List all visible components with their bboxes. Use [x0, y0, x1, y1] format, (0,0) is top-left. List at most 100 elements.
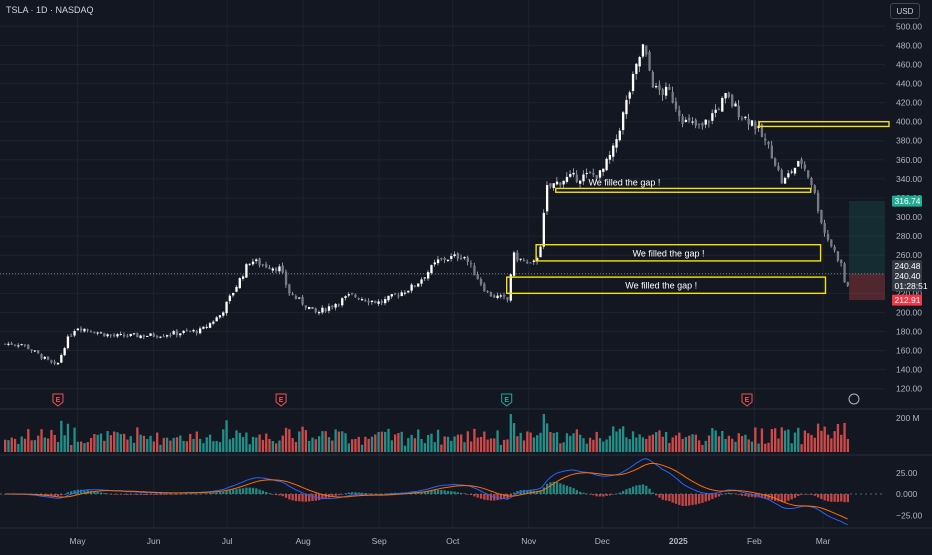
macd-hist-bar — [261, 490, 265, 494]
macd-hist-bar — [317, 494, 321, 501]
volume-bar — [159, 444, 162, 452]
candle-body — [357, 298, 360, 300]
macd-hist-bar — [301, 494, 304, 502]
currency-button[interactable]: USD — [890, 3, 920, 19]
volume-bar — [334, 429, 337, 452]
candle-body — [443, 257, 446, 261]
candle-body — [109, 334, 113, 336]
macd-hist-bar — [783, 494, 787, 502]
volume-bar — [684, 437, 688, 452]
macd-hist-bar — [377, 493, 380, 495]
volume-bar — [73, 427, 76, 452]
price-badge: 240.48 — [895, 261, 921, 271]
volume-bar — [390, 440, 393, 452]
macd-hist-bar — [440, 489, 443, 494]
candle-body — [430, 265, 433, 274]
volume-bar — [545, 423, 549, 452]
macd-hist-bar — [747, 494, 750, 497]
macd-hist-bar — [274, 494, 278, 496]
candle-body — [152, 333, 156, 337]
candle-body — [823, 223, 826, 233]
candle-body — [469, 263, 473, 265]
volume-bar — [823, 426, 826, 452]
price-tick: 420.00 — [896, 98, 922, 108]
volume-bar — [63, 435, 66, 452]
macd-hist-bar — [288, 494, 291, 500]
candle-body — [427, 272, 430, 279]
volume-bar — [793, 432, 797, 452]
candle-body — [836, 251, 840, 261]
candle-body — [595, 175, 598, 179]
volume-bar — [360, 444, 364, 452]
candle-body — [731, 94, 734, 107]
macd-hist-bar — [539, 490, 542, 494]
gap-box — [505, 276, 827, 295]
macd-hist-bar — [367, 493, 370, 495]
candle-body — [440, 258, 443, 260]
volume-bar — [519, 432, 522, 452]
macd-hist-bar — [245, 487, 248, 494]
macd-hist-bar — [99, 492, 103, 494]
volume-bar — [450, 440, 453, 452]
volume-bar — [126, 439, 129, 452]
volume-bar — [678, 432, 681, 452]
candle-body — [354, 294, 357, 298]
candle-body — [810, 178, 813, 186]
candle-body — [635, 63, 638, 74]
volume-bar — [50, 429, 53, 452]
volume-bar — [76, 441, 80, 452]
volume-bar — [205, 437, 208, 452]
candle-body — [40, 354, 43, 359]
volume-bar — [179, 435, 182, 452]
candle-body — [334, 303, 337, 308]
candle-body — [159, 336, 162, 338]
candle-body — [403, 292, 407, 294]
volume-bar — [116, 432, 119, 452]
macd-hist-bar — [63, 493, 66, 495]
candle-body — [529, 262, 532, 264]
candle-body — [298, 297, 301, 299]
candle-body — [499, 295, 503, 297]
macd-hist-bar — [298, 494, 301, 502]
candle-body — [192, 330, 195, 332]
volume-bar — [17, 443, 20, 452]
dividend-icon — [848, 393, 860, 405]
volume-bar — [549, 432, 552, 452]
volume-bar — [427, 434, 430, 452]
candle-body — [793, 167, 797, 174]
gap-box — [555, 187, 812, 193]
volume-bar — [664, 431, 668, 452]
volume-bar — [341, 431, 344, 452]
candle-body — [384, 299, 387, 304]
macd-hist-bar — [526, 490, 529, 494]
volume-bar — [265, 433, 268, 452]
volume-bar — [651, 434, 655, 452]
candle-body — [96, 332, 99, 334]
volume-bar — [185, 441, 189, 452]
volume-bar — [251, 436, 255, 452]
volume-bar — [182, 440, 185, 452]
candle-body — [7, 343, 10, 345]
macd-hist-bar — [341, 494, 344, 495]
price-tick: 380.00 — [896, 136, 922, 146]
macd-hist-bar — [618, 492, 621, 494]
volume-bar — [331, 440, 334, 452]
x-tick: Jun — [147, 536, 161, 546]
candle-body — [142, 335, 146, 337]
macd-hist-bar — [387, 493, 390, 494]
volume-bar — [420, 439, 423, 452]
macd-hist-bar — [569, 486, 572, 494]
volume-bar — [436, 429, 440, 452]
candle-body — [331, 305, 334, 307]
macd-hist-bar — [122, 494, 126, 495]
volume-bar — [588, 437, 592, 452]
candle-body — [400, 292, 403, 297]
candle-body — [182, 330, 185, 334]
candle-body — [413, 285, 417, 287]
candle-body — [46, 356, 50, 360]
macd-hist-bar — [565, 485, 569, 494]
candle-body — [509, 274, 512, 301]
volume-bar — [400, 431, 403, 452]
